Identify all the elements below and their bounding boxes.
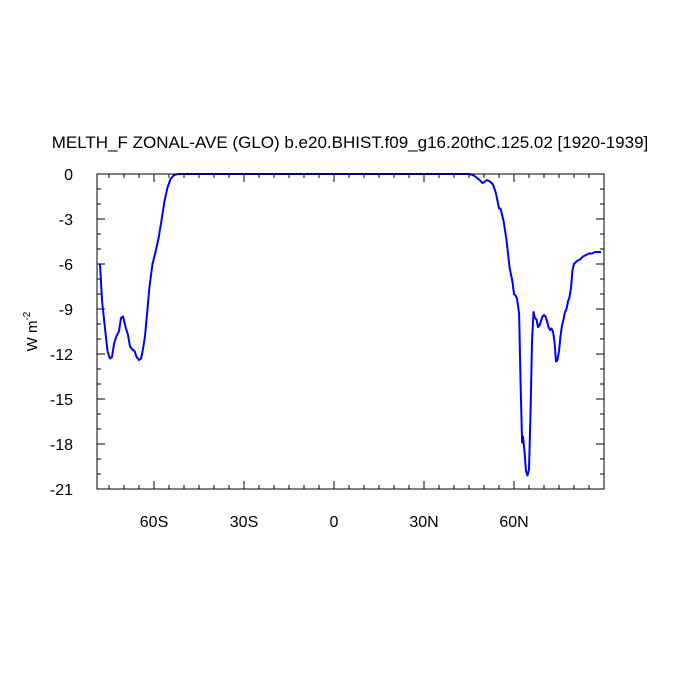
x-tick-label: 0 [330,514,339,531]
y-tick-label: -15 [50,392,73,409]
y-tick-label: -12 [50,347,73,364]
plot-frame [96,173,605,490]
minor-ticks [97,174,605,489]
series-group [99,173,601,477]
chart-title: MELTH_F ZONAL-AVE (GLO) b.e20.BHIST.f09_… [52,133,649,152]
y-tick-label: -21 [50,482,73,499]
x-tick-label: 30N [409,514,438,531]
y-axis-label-text: W m [24,321,41,352]
y-tick-label: -9 [59,302,73,319]
major-ticks [97,173,604,490]
tick-labels: 60S 30S 0 30N 60N 0 -3 -6 -9 -12 -15 -18 -21 [50,167,529,531]
series-line-0 [99,173,601,477]
y-axis-label: W m-2 [22,311,41,351]
y-tick-label: -6 [59,257,73,274]
y-axis-label-sup: -2 [22,311,33,320]
y-tick-label: -18 [50,437,73,454]
x-tick-label: 60N [499,514,528,531]
y-tick-label: -3 [59,212,73,229]
x-tick-label: 60S [140,514,168,531]
y-tick-label: 0 [64,167,73,184]
x-tick-label: 30S [230,514,258,531]
